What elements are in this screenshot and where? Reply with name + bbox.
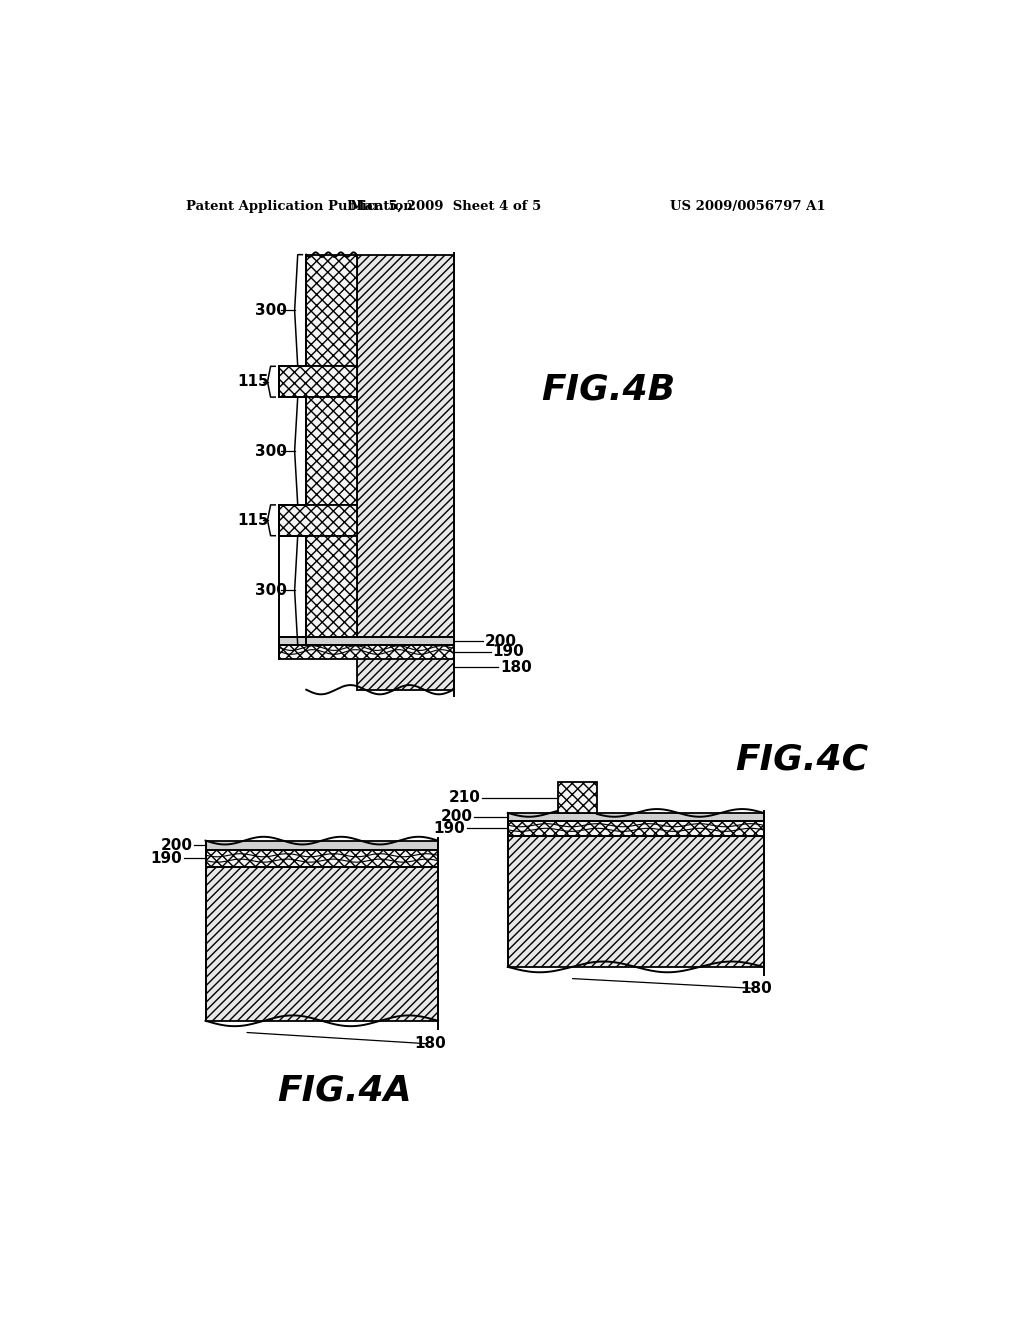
Text: Patent Application Publication: Patent Application Publication <box>186 199 413 213</box>
Bar <box>280 645 454 659</box>
Text: US 2009/0056797 A1: US 2009/0056797 A1 <box>671 199 826 213</box>
Text: 190: 190 <box>433 821 465 836</box>
Text: 200: 200 <box>161 838 193 853</box>
Bar <box>280 506 356 536</box>
Text: 190: 190 <box>151 851 182 866</box>
Bar <box>508 821 764 836</box>
Bar <box>508 836 764 966</box>
Bar <box>280 367 356 397</box>
Text: 300: 300 <box>255 583 288 598</box>
Text: 300: 300 <box>255 304 288 318</box>
Text: 180: 180 <box>500 660 531 675</box>
Text: 300: 300 <box>255 444 288 458</box>
Bar <box>206 841 438 850</box>
Bar <box>306 397 356 504</box>
Text: 180: 180 <box>740 981 772 997</box>
Text: FIG.4C: FIG.4C <box>735 742 868 776</box>
Text: 200: 200 <box>441 809 473 824</box>
Bar <box>508 813 764 821</box>
Text: 115: 115 <box>238 512 269 528</box>
Bar <box>280 638 454 645</box>
Text: FIG.4A: FIG.4A <box>278 1073 413 1107</box>
Text: 190: 190 <box>493 644 524 660</box>
Text: 115: 115 <box>238 374 269 389</box>
Bar <box>206 850 438 867</box>
Text: 200: 200 <box>484 634 516 648</box>
Bar <box>558 781 597 813</box>
Text: FIG.4B: FIG.4B <box>542 372 676 407</box>
Text: 180: 180 <box>415 1036 446 1052</box>
Text: 210: 210 <box>449 789 480 805</box>
Bar <box>356 255 454 689</box>
Bar <box>306 536 356 645</box>
Text: Mar. 5, 2009  Sheet 4 of 5: Mar. 5, 2009 Sheet 4 of 5 <box>350 199 542 213</box>
Bar <box>306 255 356 367</box>
Bar <box>206 867 438 1020</box>
